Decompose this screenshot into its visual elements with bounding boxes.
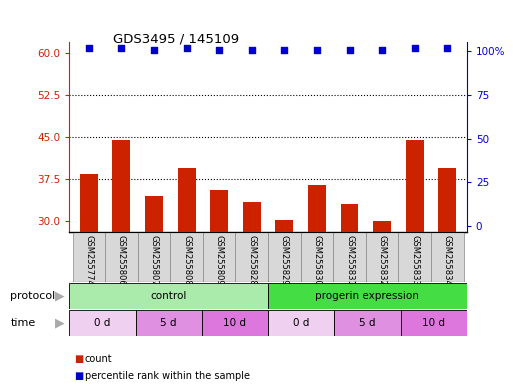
Bar [203,232,235,282]
Bar [202,310,268,336]
Bar [80,174,98,232]
Bar [333,232,366,282]
Text: control: control [150,291,187,301]
Point [117,45,126,51]
Text: protocol: protocol [10,291,55,301]
Point [443,45,451,51]
Bar [112,140,130,232]
Text: GSM255809: GSM255809 [214,235,224,285]
Text: GSM255774: GSM255774 [84,235,93,286]
Bar [431,232,464,282]
Text: 0 d: 0 d [94,318,111,328]
Bar [401,310,467,336]
Bar [268,310,334,336]
Bar [210,190,228,232]
Bar [235,232,268,282]
Text: count: count [85,354,112,364]
Text: GSM255834: GSM255834 [443,235,452,286]
Text: GSM255831: GSM255831 [345,235,354,286]
Bar [406,140,424,232]
Text: 10 d: 10 d [422,318,445,328]
Text: GSM255806: GSM255806 [117,235,126,286]
Bar [69,310,135,336]
Point [150,47,158,53]
Text: GSM255829: GSM255829 [280,235,289,285]
Bar [301,232,333,282]
Point [280,47,288,53]
Bar [170,232,203,282]
Bar [373,220,391,232]
Bar [341,204,359,232]
Text: GDS3495 / 145109: GDS3495 / 145109 [113,33,239,46]
Bar [69,283,268,309]
Text: 0 d: 0 d [293,318,309,328]
Bar [275,220,293,232]
Text: ■: ■ [74,354,84,364]
Text: percentile rank within the sample: percentile rank within the sample [85,371,250,381]
Text: GSM255830: GSM255830 [312,235,322,286]
Bar [105,232,137,282]
Bar [399,232,431,282]
Text: 5 d: 5 d [359,318,376,328]
Text: 10 d: 10 d [223,318,246,328]
Text: progerin expression: progerin expression [315,291,419,301]
Point [215,47,223,53]
Bar [268,232,301,282]
Bar [308,185,326,232]
Text: ▶: ▶ [54,316,64,329]
Bar [438,168,456,232]
Bar [366,232,399,282]
Bar [72,232,105,282]
Text: time: time [10,318,35,328]
Bar [177,168,195,232]
Text: ■: ■ [74,371,84,381]
Text: GSM255833: GSM255833 [410,235,419,286]
Text: 5 d: 5 d [161,318,177,328]
Point [345,47,353,53]
Point [85,45,93,51]
Point [378,47,386,53]
Bar [268,283,467,309]
Point [410,45,419,51]
Point [313,47,321,53]
Text: GSM255808: GSM255808 [182,235,191,286]
Bar [243,202,261,232]
Bar [334,310,401,336]
Text: GSM255807: GSM255807 [149,235,159,286]
Text: ▶: ▶ [54,290,64,303]
Bar [135,310,202,336]
Bar [137,232,170,282]
Point [248,47,256,53]
Bar [145,196,163,232]
Text: GSM255828: GSM255828 [247,235,256,286]
Point [183,45,191,51]
Text: GSM255832: GSM255832 [378,235,387,286]
